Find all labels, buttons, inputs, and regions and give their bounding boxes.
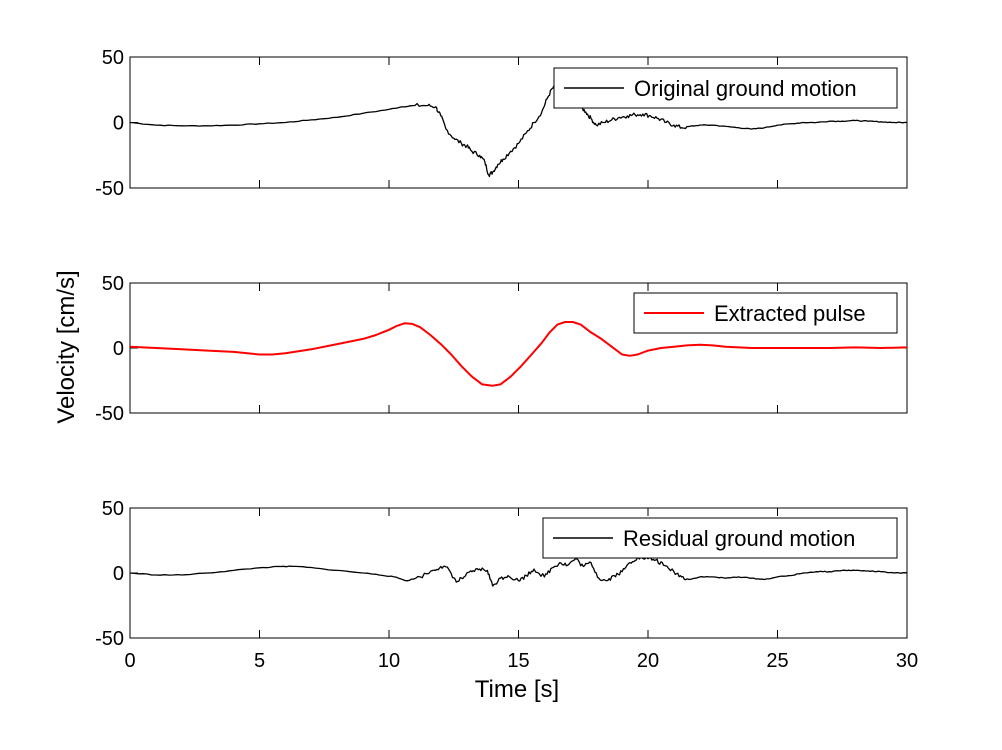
y-tick-label: 50: [102, 498, 124, 520]
y-tick-label: 0: [113, 113, 124, 135]
y-tick-label: 50: [102, 273, 124, 295]
x-tick-label: 15: [507, 650, 529, 672]
y-tick-label: -50: [95, 403, 124, 425]
x-tick-label: 5: [254, 650, 265, 672]
y-tick-label: -50: [95, 178, 124, 200]
y-tick-label: 50: [102, 47, 124, 69]
residual-series-line: [129, 555, 908, 587]
legend-label: Residual ground motion: [623, 526, 855, 551]
y-tick-label: 0: [113, 338, 124, 360]
y-tick-label: 0: [113, 563, 124, 585]
original-ground-motion-panel: -50 0 50 Original ground motion: [95, 47, 908, 200]
x-tick-label: 25: [766, 650, 788, 672]
legend-label: Extracted pulse: [714, 301, 866, 326]
x-tick-label: 30: [896, 650, 918, 672]
legend-label: Original ground motion: [634, 76, 857, 101]
y-tick-label: -50: [95, 628, 124, 650]
extracted-series-line: [129, 321, 908, 387]
x-axis-label: Time [s]: [475, 676, 559, 703]
x-tick-label: 0: [124, 650, 135, 672]
x-tick-label: 20: [637, 650, 659, 672]
y-axis-label: Velocity [cm/s]: [53, 270, 80, 423]
x-tick-label: 10: [378, 650, 400, 672]
extracted-pulse-panel: -50 0 50 Extracted pulse: [95, 273, 908, 425]
